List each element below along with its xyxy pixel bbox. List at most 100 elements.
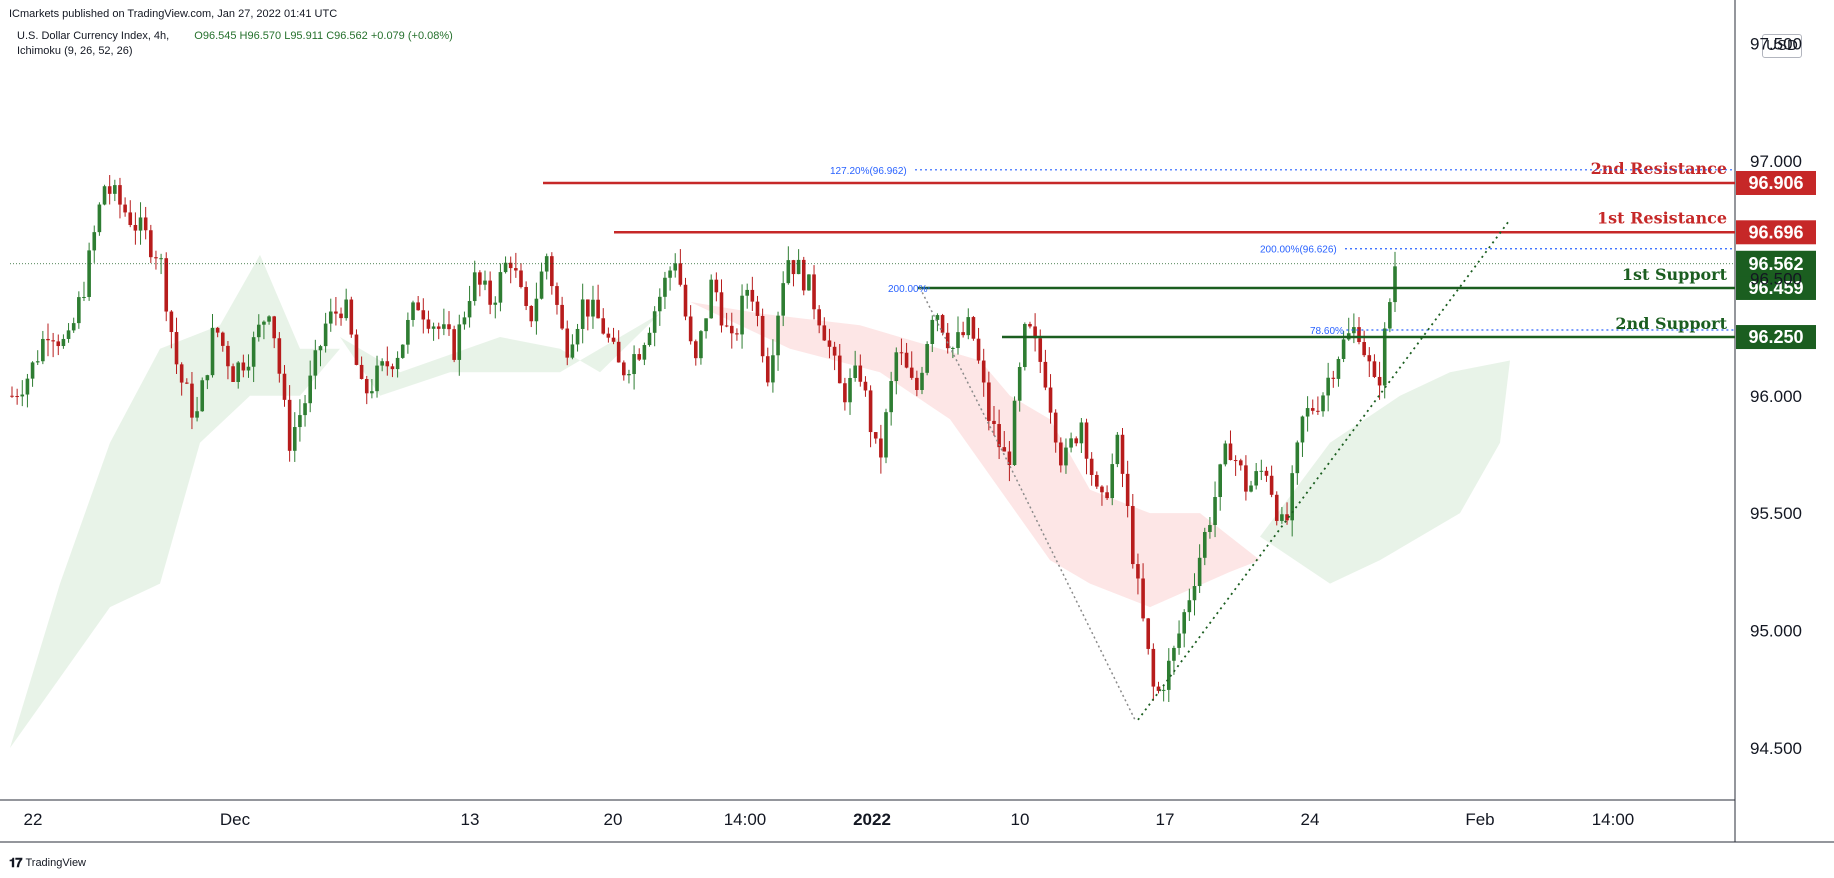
candle-body xyxy=(1336,358,1341,379)
candle-body xyxy=(185,382,189,384)
candle-body xyxy=(442,324,446,329)
candle-body xyxy=(1300,416,1305,443)
candle-body xyxy=(976,338,981,361)
candle-body xyxy=(256,324,261,338)
candle-body xyxy=(586,299,590,317)
candle-body xyxy=(539,271,544,299)
candle-body xyxy=(344,299,348,319)
last-price-badge[interactable] xyxy=(1736,250,1816,277)
candle-body xyxy=(210,327,215,376)
candle-body xyxy=(56,341,61,347)
candle-body xyxy=(411,302,415,320)
price-level-badge[interactable] xyxy=(1736,170,1816,195)
candle-body xyxy=(642,345,647,360)
time-axis[interactable]: 22 Dec 13 20 14:00 2022 10 17 24 Feb 14:00 xyxy=(24,810,1635,829)
candle-body xyxy=(1326,377,1330,396)
candle-body xyxy=(426,319,431,329)
symbol-legend[interactable]: U.S. Dollar Currency Index, 4h, O96.545 … xyxy=(17,30,453,42)
candle-body xyxy=(1223,443,1228,465)
candle-body xyxy=(262,321,266,325)
candle-body xyxy=(915,377,919,390)
candle-body xyxy=(868,390,873,433)
candle-body xyxy=(1115,434,1120,465)
candle-body xyxy=(190,383,194,418)
candle-body xyxy=(436,326,441,329)
cloud-region-up xyxy=(10,254,340,749)
candle-body xyxy=(1218,464,1222,498)
candle-body xyxy=(997,424,1001,448)
price-level-badge[interactable] xyxy=(1736,325,1816,350)
trend-line[interactable] xyxy=(1009,465,1136,721)
candle-body xyxy=(853,365,857,378)
candle-body xyxy=(113,185,117,194)
candle-body xyxy=(1254,471,1258,486)
candle-body xyxy=(25,378,30,395)
candle-body xyxy=(632,354,636,375)
candle-body xyxy=(298,415,302,428)
candle-body xyxy=(1023,323,1027,368)
candle-body xyxy=(1295,442,1300,474)
candle-body xyxy=(611,337,616,342)
uptrend-line[interactable] xyxy=(1137,219,1511,721)
candle-body xyxy=(637,354,642,360)
candle-body xyxy=(1038,338,1043,362)
candle-body xyxy=(1043,361,1048,388)
currency-button[interactable]: USD xyxy=(1762,34,1802,58)
publisher-header: ICmarkets published on TradingView.com, … xyxy=(9,8,338,20)
time-tick-label: 10 xyxy=(1011,810,1030,829)
indicator-legend[interactable]: Ichimoku (9, 26, 52, 26) xyxy=(17,45,133,57)
candle-body xyxy=(781,283,785,316)
candle-body xyxy=(226,345,230,367)
candle-body xyxy=(616,341,621,363)
candle-body xyxy=(488,280,492,305)
candle-body xyxy=(1192,586,1197,601)
price-level-badge[interactable] xyxy=(1736,220,1816,245)
candle-body xyxy=(981,360,986,383)
candle-body xyxy=(277,338,282,374)
candle-body xyxy=(596,299,600,319)
candle-body xyxy=(668,270,672,278)
candle-body xyxy=(133,224,138,231)
trend-line[interactable] xyxy=(919,287,1011,467)
candle-body xyxy=(724,325,729,327)
candle-body xyxy=(169,311,174,333)
candle-body xyxy=(71,323,76,331)
candle-body xyxy=(364,378,369,394)
candle-body xyxy=(899,352,904,354)
chart-frame xyxy=(0,0,1834,843)
price-axis[interactable]: 97.500 97.000 96.500 96.000 95.500 95.000 94.5… xyxy=(1750,34,1802,758)
candle-body xyxy=(1033,326,1037,339)
candle-body xyxy=(714,279,719,293)
candle-body xyxy=(1316,410,1320,412)
candle-body xyxy=(1120,434,1125,474)
candle-body xyxy=(992,420,996,425)
candle-body xyxy=(1280,514,1284,521)
price-level-badge[interactable] xyxy=(1736,275,1816,300)
candle-body xyxy=(323,323,328,347)
candle-body xyxy=(817,309,821,326)
candle-body xyxy=(452,329,456,360)
candle-body xyxy=(580,299,585,329)
candle-body xyxy=(478,272,482,285)
candle-body xyxy=(1141,578,1145,619)
candle-body xyxy=(164,258,169,312)
candle-body xyxy=(1095,474,1099,487)
candle-body xyxy=(956,332,960,348)
price-tick-label: 96.500 xyxy=(1750,269,1802,288)
candle-body xyxy=(359,364,364,379)
candle-body xyxy=(889,381,893,413)
candle-body xyxy=(267,316,271,322)
candle-body xyxy=(303,403,307,416)
candle-body xyxy=(195,411,199,418)
candle-body xyxy=(544,256,549,272)
candle-body xyxy=(1321,395,1325,412)
candle-body xyxy=(812,274,816,310)
candle-body xyxy=(241,362,246,371)
candle-body xyxy=(1130,506,1135,565)
symbol-name: U.S. Dollar Currency Index, 4h, xyxy=(17,30,170,42)
candle-body xyxy=(508,262,513,269)
candle-body xyxy=(328,311,333,324)
candle-body xyxy=(159,258,163,260)
candle-body xyxy=(606,333,611,338)
